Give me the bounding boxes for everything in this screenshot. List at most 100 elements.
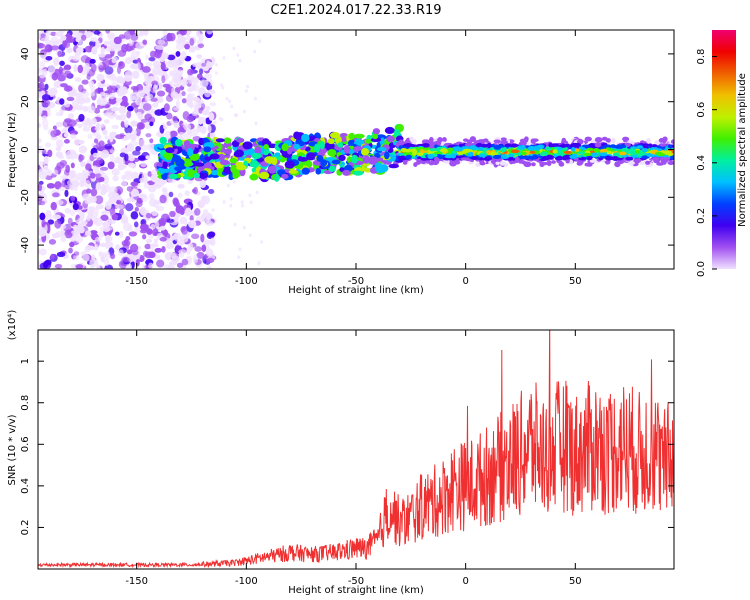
heat-cell	[627, 161, 636, 165]
heat-cell	[39, 212, 46, 221]
heat-cell	[506, 143, 512, 147]
heat-cell	[159, 52, 169, 60]
heat-cell	[38, 168, 44, 176]
heat-cell	[93, 107, 101, 114]
heat-cell	[178, 132, 185, 137]
heat-cell	[145, 54, 150, 60]
heat-cell	[193, 254, 199, 264]
heat-cell	[331, 159, 341, 165]
heat-cell	[248, 193, 252, 198]
heat-cell	[85, 188, 92, 194]
heat-cell	[79, 180, 85, 187]
heat-cell	[402, 161, 408, 165]
heat-cell	[187, 68, 194, 76]
heat-cell	[480, 143, 488, 148]
heat-cell	[178, 249, 187, 255]
heat-cell	[138, 139, 146, 147]
heat-cell	[561, 137, 567, 143]
heat-cell	[92, 152, 100, 158]
heat-cell	[194, 208, 201, 216]
heat-cell	[372, 128, 381, 135]
heat-cell	[104, 143, 113, 150]
heat-cell	[45, 209, 52, 218]
heat-cell	[96, 73, 105, 82]
heat-cell	[121, 240, 131, 247]
heat-cell	[605, 138, 611, 143]
heat-cell	[97, 53, 106, 58]
heat-cell	[254, 121, 258, 126]
heat-cell	[62, 119, 70, 128]
heat-cell	[251, 153, 262, 159]
heat-cell	[603, 144, 613, 149]
heat-cell	[354, 138, 362, 144]
heat-cell	[78, 113, 85, 122]
heat-cell	[56, 251, 66, 258]
heat-cell	[119, 152, 127, 158]
heat-cell	[144, 243, 152, 250]
heat-cell	[274, 173, 280, 182]
heat-cell	[182, 123, 192, 131]
heat-cell	[619, 151, 627, 156]
heat-cell	[667, 152, 674, 157]
heat-cell	[346, 156, 353, 164]
heat-cell	[86, 105, 96, 114]
heat-cell	[236, 53, 240, 57]
heat-cell	[236, 137, 245, 143]
x-tick-label: 0	[462, 576, 468, 587]
heat-cell	[131, 249, 139, 256]
heat-cell	[99, 166, 109, 171]
heat-cell	[198, 172, 209, 179]
heat-cell	[199, 179, 207, 189]
heat-cell	[47, 88, 56, 98]
heat-cell	[422, 143, 430, 148]
heat-cell	[651, 156, 660, 162]
heat-cell	[127, 105, 134, 112]
heat-cell	[250, 160, 259, 168]
heat-cell	[66, 96, 75, 102]
heat-cell	[134, 96, 142, 106]
heat-cell	[174, 166, 183, 172]
heat-cell	[204, 216, 211, 223]
heat-cell	[145, 133, 152, 138]
heat-cell	[388, 163, 399, 169]
heat-cell	[105, 30, 111, 34]
heat-cell	[164, 130, 171, 140]
heat-cell	[81, 220, 88, 226]
heat-cell	[155, 64, 161, 70]
heat-cell	[523, 161, 532, 168]
heat-cell	[470, 156, 479, 161]
heat-cell	[120, 215, 129, 224]
heat-cell	[82, 253, 90, 262]
heat-cell	[89, 172, 96, 179]
heat-cell	[348, 132, 356, 140]
heat-cell	[574, 148, 580, 152]
heat-cell	[159, 194, 167, 204]
heat-cell	[175, 205, 184, 214]
heat-cell	[104, 54, 113, 59]
heat-cell	[343, 144, 350, 154]
heat-cell	[293, 143, 301, 150]
heat-cell	[134, 104, 139, 114]
heat-cell	[47, 219, 55, 225]
heat-cell	[130, 181, 139, 187]
heat-cell	[611, 137, 616, 144]
heat-cell	[220, 83, 224, 87]
x-tick-label: -150	[125, 576, 148, 587]
heat-cell	[118, 113, 127, 121]
heat-cell	[493, 139, 501, 144]
heat-cell	[223, 166, 233, 175]
heat-cell	[533, 145, 541, 151]
heat-cell	[244, 89, 248, 93]
heat-cell	[293, 131, 301, 140]
heat-cell	[60, 35, 67, 41]
heat-cell	[236, 164, 247, 171]
heat-cell	[594, 136, 603, 143]
heat-cell	[571, 146, 577, 152]
heat-cell	[189, 38, 195, 46]
heat-cell	[179, 216, 188, 225]
heat-cell	[165, 147, 175, 154]
heat-cell	[89, 258, 99, 268]
heat-cell	[48, 239, 57, 245]
heat-cell	[100, 149, 110, 159]
